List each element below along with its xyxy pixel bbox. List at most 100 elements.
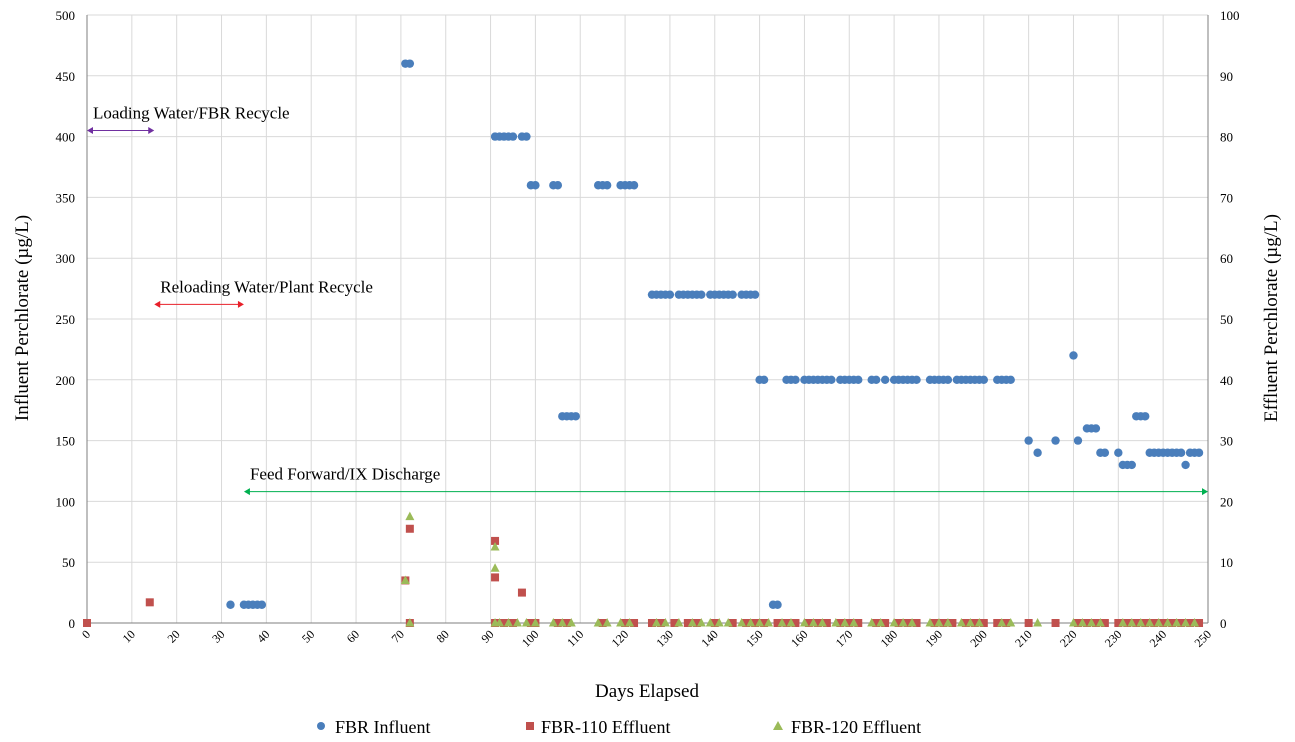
data-point bbox=[1077, 618, 1087, 627]
annotation-arrowhead-right bbox=[1202, 488, 1208, 496]
legend: FBR Influent FBR-110 Effluent FBR-120 Ef… bbox=[317, 717, 921, 737]
data-point bbox=[786, 618, 796, 627]
data-point bbox=[831, 618, 841, 627]
data-point bbox=[1154, 618, 1164, 627]
data-point bbox=[1141, 412, 1150, 421]
x-tick-label: 180 bbox=[878, 627, 901, 650]
data-point bbox=[943, 375, 953, 384]
x-tick-label: 190 bbox=[922, 627, 945, 650]
y-right-tick-label: 30 bbox=[1220, 434, 1233, 449]
data-point bbox=[1168, 619, 1177, 627]
data-point bbox=[993, 619, 1002, 627]
data-point bbox=[598, 619, 607, 627]
y-right-tick-label: 70 bbox=[1220, 190, 1233, 205]
data-point bbox=[1091, 424, 1101, 433]
data-point bbox=[491, 536, 500, 545]
data-point bbox=[521, 618, 531, 627]
y-right-tick-label: 50 bbox=[1220, 312, 1233, 327]
data-point bbox=[517, 588, 526, 597]
data-point bbox=[728, 290, 737, 299]
data-point bbox=[500, 619, 509, 627]
annotation-arrowhead-right bbox=[148, 127, 155, 135]
data-point bbox=[939, 619, 948, 627]
y-left-tick-label: 500 bbox=[56, 8, 76, 23]
data-marks bbox=[83, 59, 1204, 627]
data-point bbox=[970, 619, 979, 627]
legend-marker-square bbox=[526, 722, 534, 730]
data-point bbox=[1033, 448, 1042, 457]
data-point bbox=[405, 59, 415, 68]
axes bbox=[86, 15, 1209, 624]
data-point bbox=[750, 290, 760, 299]
data-point bbox=[687, 618, 697, 627]
data-point bbox=[696, 618, 706, 627]
data-point bbox=[1051, 619, 1060, 627]
y-left-tick-label: 50 bbox=[62, 555, 75, 570]
data-point bbox=[674, 618, 684, 627]
data-point bbox=[791, 375, 800, 384]
data-point bbox=[813, 619, 822, 627]
data-point bbox=[1163, 618, 1173, 627]
data-point bbox=[1024, 436, 1033, 445]
data-point bbox=[822, 619, 831, 627]
data-point bbox=[961, 619, 970, 627]
data-point bbox=[930, 619, 939, 627]
data-point bbox=[1127, 460, 1136, 470]
annotation-arrowhead-right bbox=[237, 300, 244, 308]
data-point bbox=[562, 619, 571, 627]
data-point bbox=[867, 618, 877, 627]
data-point bbox=[512, 618, 522, 627]
y-right-tick-label: 20 bbox=[1220, 494, 1233, 509]
data-point bbox=[656, 619, 665, 627]
annotation-label: Reloading Water/Plant Recycle bbox=[160, 277, 373, 296]
data-point bbox=[880, 375, 890, 384]
data-point bbox=[836, 619, 845, 627]
data-point bbox=[728, 619, 737, 627]
data-point bbox=[840, 618, 850, 627]
data-point bbox=[602, 618, 612, 627]
data-point bbox=[845, 619, 854, 627]
x-tick-label: 150 bbox=[743, 627, 766, 650]
data-point bbox=[1127, 618, 1137, 627]
y-left-tick-label: 350 bbox=[56, 190, 76, 205]
y-axis-label-left: Influent Perchlorate (µg/L) bbox=[12, 215, 33, 421]
data-point bbox=[1190, 618, 1200, 627]
data-point bbox=[872, 619, 881, 627]
data-point bbox=[566, 618, 576, 627]
data-point bbox=[257, 600, 267, 609]
data-point bbox=[974, 618, 984, 627]
data-point bbox=[1181, 618, 1191, 627]
y-left-tick-label: 100 bbox=[56, 494, 76, 509]
data-point bbox=[651, 618, 661, 627]
data-point bbox=[1118, 618, 1128, 627]
data-point bbox=[1132, 619, 1141, 627]
data-point bbox=[943, 618, 953, 627]
gridlines bbox=[86, 14, 1209, 624]
data-point bbox=[894, 619, 903, 627]
data-point bbox=[934, 618, 944, 627]
data-point bbox=[557, 618, 567, 627]
data-point bbox=[817, 618, 827, 627]
x-tick-label: 230 bbox=[1102, 627, 1125, 650]
x-tick-label: 80 bbox=[433, 627, 451, 645]
data-point bbox=[490, 542, 500, 551]
data-point bbox=[1024, 619, 1033, 627]
y-left-tick-label: 400 bbox=[56, 130, 76, 145]
x-tick-label: 60 bbox=[344, 627, 362, 645]
data-point bbox=[903, 619, 912, 627]
legend-marker-triangle bbox=[773, 721, 783, 730]
y-left-tick-label: 150 bbox=[56, 434, 76, 449]
data-point bbox=[979, 619, 988, 627]
x-tick-label: 240 bbox=[1147, 627, 1170, 650]
data-point bbox=[1068, 618, 1078, 627]
data-point bbox=[898, 618, 908, 627]
data-point bbox=[907, 618, 917, 627]
data-point bbox=[799, 618, 809, 627]
x-tick-label: 210 bbox=[1012, 627, 1035, 650]
data-point bbox=[714, 618, 724, 627]
data-point bbox=[621, 619, 630, 627]
data-point bbox=[759, 375, 769, 384]
data-point bbox=[1002, 619, 1011, 627]
legend-item-fbr-120-effluent: FBR-120 Effluent bbox=[773, 717, 921, 737]
data-point bbox=[791, 619, 800, 627]
